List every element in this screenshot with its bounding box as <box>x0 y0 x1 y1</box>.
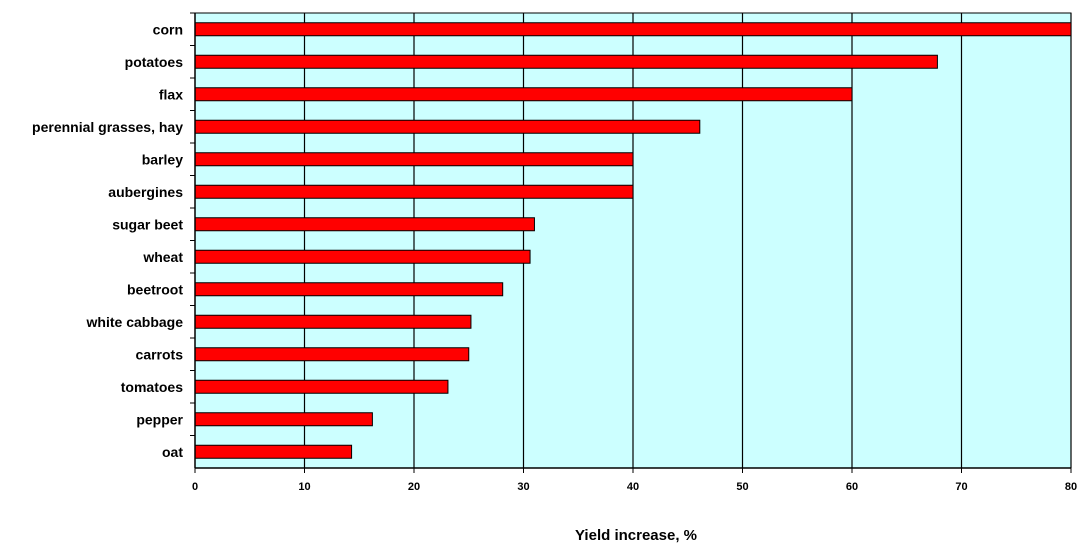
category-label: corn <box>153 21 183 37</box>
bar <box>194 379 449 394</box>
bar <box>194 444 353 459</box>
category-label: potatoes <box>125 54 184 70</box>
bar <box>194 119 701 134</box>
x-tick-label: 50 <box>736 481 748 493</box>
x-tick-label: 0 <box>192 481 198 493</box>
category-label: wheat <box>142 249 183 265</box>
bar <box>194 314 472 329</box>
category-label: barley <box>142 151 183 167</box>
category-label: carrots <box>136 346 184 362</box>
x-axis-title: Yield increase, % <box>575 527 697 544</box>
bar <box>194 412 373 427</box>
x-tick-label: 40 <box>627 481 639 493</box>
category-label: beetroot <box>127 281 183 297</box>
category-label: pepper <box>136 411 183 427</box>
x-tick-label: 10 <box>298 481 310 493</box>
bar <box>194 22 1072 37</box>
category-label: flax <box>159 86 183 102</box>
bars <box>194 22 1072 459</box>
x-axis-ticks: 0 10 20 30 40 50 60 70 80 <box>192 468 1077 493</box>
bar <box>194 87 853 102</box>
category-label: aubergines <box>108 184 183 200</box>
x-tick-label: 70 <box>955 481 967 493</box>
bar <box>194 282 504 297</box>
bar <box>194 249 531 264</box>
category-label: tomatoes <box>121 379 183 395</box>
category-labels: corn potatoes flax perennial grasses, hay ba… <box>32 12 195 460</box>
category-label: white cabbage <box>86 314 184 330</box>
bar <box>194 152 634 167</box>
category-label: oat <box>162 444 183 460</box>
bar <box>194 217 535 232</box>
bar <box>194 54 938 69</box>
bar <box>194 184 634 199</box>
category-label: perennial grasses, hay <box>32 119 183 135</box>
x-tick-label: 20 <box>408 481 420 493</box>
x-tick-label: 60 <box>846 481 858 493</box>
x-tick-label: 80 <box>1065 481 1077 493</box>
category-label: sugar beet <box>112 216 183 232</box>
x-tick-label: 30 <box>517 481 529 493</box>
bar <box>194 347 470 362</box>
